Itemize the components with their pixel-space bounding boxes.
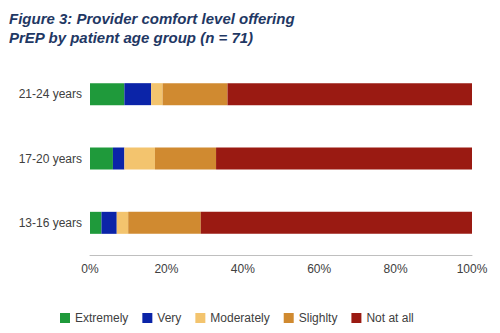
svg-text:13-16 years: 13-16 years bbox=[19, 216, 82, 230]
svg-text:Extremely: Extremely bbox=[75, 311, 128, 325]
svg-text:PrEP by patient age group (n =: PrEP by patient age group (n = 71) bbox=[9, 29, 253, 46]
svg-text:Figure 3: Provider comfort lev: Figure 3: Provider comfort level offerin… bbox=[9, 10, 299, 27]
svg-text:40%: 40% bbox=[231, 262, 255, 276]
svg-text:Moderately: Moderately bbox=[210, 311, 269, 325]
svg-text:Not at all: Not at all bbox=[366, 311, 413, 325]
svg-text:Very: Very bbox=[157, 311, 181, 325]
svg-text:60%: 60% bbox=[307, 262, 331, 276]
svg-text:Slighlty: Slighlty bbox=[299, 311, 338, 325]
svg-text:20%: 20% bbox=[154, 262, 178, 276]
svg-text:80%: 80% bbox=[384, 262, 408, 276]
svg-text:100%: 100% bbox=[457, 262, 488, 276]
svg-text:21-24 years: 21-24 years bbox=[19, 87, 82, 101]
svg-text:0%: 0% bbox=[81, 262, 99, 276]
svg-text:17-20 years: 17-20 years bbox=[19, 152, 82, 166]
